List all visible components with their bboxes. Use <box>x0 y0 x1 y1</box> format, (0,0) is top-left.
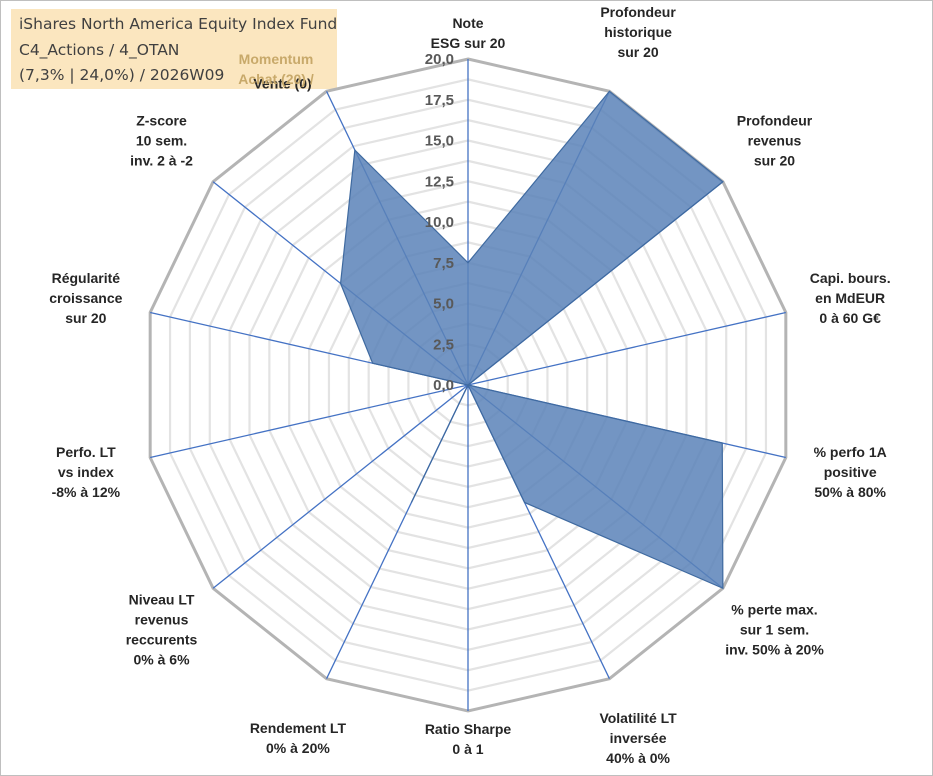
axis-label: Perfo. LT vs index -8% à 12% <box>52 444 121 500</box>
axis-label-line: Capi. bours. <box>810 270 891 286</box>
axis-label-line: positive <box>824 464 877 480</box>
axis-label: Vente (0) <box>253 75 311 91</box>
radial-tick-labels: 0,0 2,5 5,0 7,5 10,0 12,5 15,0 17,5 20,0 <box>425 51 454 394</box>
axis-label-line: 40% à 0% <box>606 750 670 766</box>
axis-label-line: ESG sur 20 <box>431 35 506 51</box>
axis-label-line: Volatilité LT <box>599 710 677 726</box>
fund-stats: (7,3% | 24,0%) / 2026W09 <box>19 66 225 84</box>
axis-label: Profondeur historique sur 20 <box>600 4 676 60</box>
axis-label-line: Profondeur <box>600 4 676 20</box>
axis-label-line: -8% à 12% <box>52 484 121 500</box>
axis-label: Z-score 10 sem. inv. 2 à -2 <box>130 113 193 169</box>
axis-label-line: 0 à 60 G€ <box>819 310 881 326</box>
momentum-subtitle: Achat (20) / <box>238 71 314 87</box>
axis-label: Rendement LT 0% à 20% <box>250 720 347 756</box>
axis-label-line: Perfo. LT <box>56 444 116 460</box>
axis-label-line: % perfo 1A <box>814 444 887 460</box>
fund-name: iShares North America Equity Index Fund <box>19 15 338 33</box>
axis-label-line: 10 sem. <box>136 133 187 149</box>
axis-label-line: Vente (0) <box>253 75 311 91</box>
axis-label-line: % perte max. <box>731 601 817 617</box>
tick-label: 12,5 <box>425 173 454 190</box>
axis-label-line: sur 20 <box>65 310 106 326</box>
axis-label-line: inversée <box>610 730 667 746</box>
axis-label-line: revenus <box>748 133 802 149</box>
tick-label: 17,5 <box>425 92 454 109</box>
fund-info-box: iShares North America Equity Index Fund … <box>11 9 337 89</box>
axis-label-line: Z-score <box>136 113 187 129</box>
series-area <box>339 90 724 590</box>
axis-label-line: vs index <box>58 464 114 480</box>
axis-label-line: 0% à 6% <box>133 651 190 667</box>
axis-label-line: inv. 50% à 20% <box>725 641 824 657</box>
axis-label-line: croissance <box>49 290 122 306</box>
axis-label: Ratio Sharpe 0 à 1 <box>425 721 512 757</box>
fund-category: C4_Actions / 4_OTAN <box>19 41 180 59</box>
axis-label-line: Régularité <box>52 270 121 286</box>
axis-spoke <box>212 384 469 589</box>
axis-label: % perte max. sur 1 sem. inv. 50% à 20% <box>725 601 824 657</box>
axis-label-line: reccurents <box>126 631 198 647</box>
axis-label-line: Ratio Sharpe <box>425 721 512 737</box>
axis-label-line: historique <box>604 24 672 40</box>
axis-label-line: 50% à 80% <box>814 484 886 500</box>
axis-label: % perfo 1A positive 50% à 80% <box>814 444 887 500</box>
tick-label: 2,5 <box>433 336 454 353</box>
axis-spoke <box>150 384 469 459</box>
momentum-label: Momentum Achat (20) / <box>238 51 314 87</box>
axis-label-line: revenus <box>135 611 189 627</box>
tick-label: 5,0 <box>433 296 454 313</box>
axis-spoke <box>467 311 786 386</box>
axis-label: Volatilité LT inversée 40% à 0% <box>599 710 677 766</box>
axis-label-line: 0% à 20% <box>266 740 330 756</box>
radar-series <box>339 90 724 590</box>
axis-label-line: Profondeur <box>737 113 813 129</box>
axis-label-line: inv. 2 à -2 <box>130 153 193 169</box>
axis-label: Profondeur revenus sur 20 <box>737 113 813 169</box>
momentum-title: Momentum <box>239 51 314 67</box>
tick-label: 15,0 <box>425 133 454 150</box>
axis-label-line: 0 à 1 <box>452 741 483 757</box>
axis-label-line: Niveau LT <box>129 591 195 607</box>
axis-label-line: en MdEUR <box>815 290 885 306</box>
axis-label-line: Rendement LT <box>250 720 347 736</box>
tick-label: 7,5 <box>433 255 454 272</box>
axis-label: Note ESG sur 20 <box>431 15 506 51</box>
axis-label-line: Note <box>452 15 483 31</box>
axis-label-line: sur 20 <box>754 153 795 169</box>
tick-label: 20,0 <box>425 51 454 68</box>
axis-label: Niveau LT revenus reccurents 0% à 6% <box>126 591 198 667</box>
axis-label: Capi. bours. en MdEUR 0 à 60 G€ <box>810 270 891 326</box>
tick-label: 0,0 <box>433 377 454 394</box>
axis-label-line: sur 1 sem. <box>740 621 809 637</box>
tick-label: 10,0 <box>425 214 454 231</box>
axis-label: Régularité croissance sur 20 <box>49 270 122 326</box>
axis-label-line: sur 20 <box>617 44 658 60</box>
axis-labels: Note ESG sur 20 Profondeur historique sur 20… <box>49 4 890 766</box>
